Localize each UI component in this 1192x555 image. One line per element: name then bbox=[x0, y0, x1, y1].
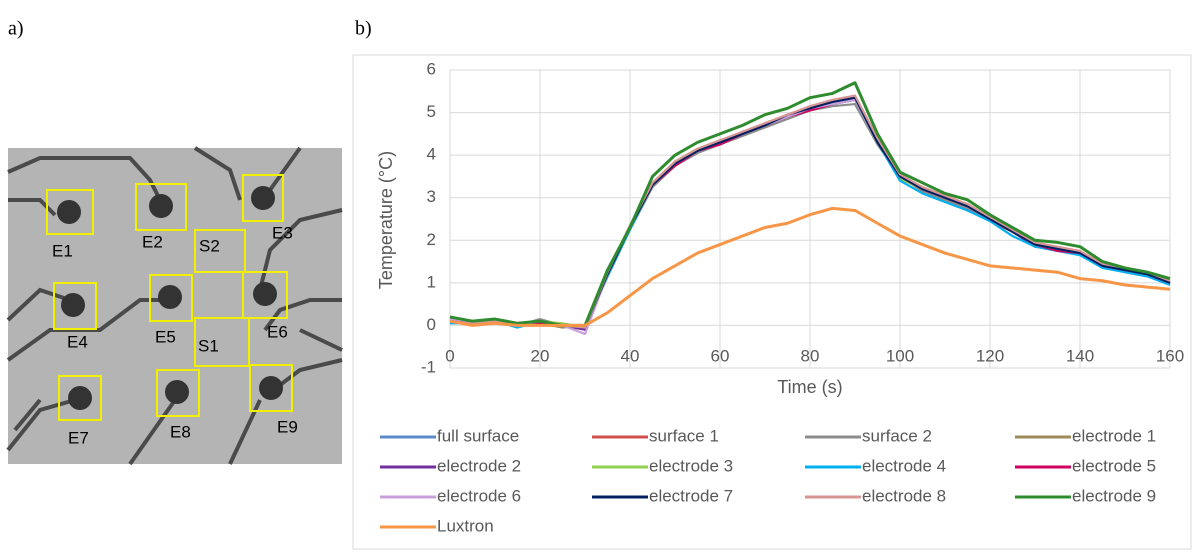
x-axis-title: Time (s) bbox=[777, 377, 842, 397]
thermal-image: E1 E2 E3 S2 E4 E5 E6 S1 E7 E8 E9 bbox=[6, 146, 343, 466]
roi-label: E9 bbox=[277, 417, 298, 436]
roi-label: E1 bbox=[52, 241, 73, 260]
roi-label: E2 bbox=[142, 232, 163, 251]
y-tick-label: -1 bbox=[421, 357, 436, 376]
roi-box bbox=[149, 274, 193, 322]
chart-border bbox=[352, 54, 1192, 550]
traces bbox=[6, 146, 343, 466]
roi-label: E7 bbox=[68, 428, 89, 447]
x-tick-label: 20 bbox=[531, 346, 550, 365]
legend-label: electrode 7 bbox=[649, 486, 733, 505]
roi-box bbox=[242, 271, 288, 319]
y-tick-label: 1 bbox=[427, 272, 436, 291]
roi-label: E5 bbox=[155, 327, 176, 346]
y-tick-label: 6 bbox=[427, 59, 436, 78]
legend-label: surface 1 bbox=[649, 426, 719, 445]
x-tick-label: 80 bbox=[801, 346, 820, 365]
x-tick-label: 0 bbox=[445, 346, 454, 365]
roi-box bbox=[194, 229, 246, 273]
x-tick-label: 100 bbox=[886, 346, 914, 365]
roi-box bbox=[242, 174, 284, 222]
legend-label: full surface bbox=[437, 426, 519, 445]
legend-label: electrode 6 bbox=[437, 486, 521, 505]
roi-box bbox=[58, 375, 102, 421]
y-tick-label: 3 bbox=[427, 187, 436, 206]
electrode-dots bbox=[57, 186, 283, 410]
roi-label: E8 bbox=[170, 422, 191, 441]
legend-label: electrode 1 bbox=[1072, 426, 1156, 445]
roi-box bbox=[46, 189, 94, 235]
legend-label: Luxtron bbox=[437, 516, 494, 535]
y-tick-label: 5 bbox=[427, 102, 436, 121]
panel-label: a) bbox=[8, 18, 24, 40]
y-tick-label: 4 bbox=[427, 145, 436, 164]
x-tick-label: 120 bbox=[976, 346, 1004, 365]
legend-label: electrode 4 bbox=[862, 456, 946, 475]
y-tick-label: 0 bbox=[427, 315, 436, 334]
roi-box bbox=[194, 317, 250, 367]
x-tick-label: 140 bbox=[1066, 346, 1094, 365]
y-tick-label: 2 bbox=[427, 230, 436, 249]
roi-box bbox=[135, 183, 187, 231]
roi-label: E3 bbox=[272, 223, 293, 242]
legend-label: electrode 2 bbox=[437, 456, 521, 475]
legend-label: electrode 8 bbox=[862, 486, 946, 505]
y-axis-title: Temperature (°C) bbox=[376, 151, 396, 289]
x-tick-label: 60 bbox=[711, 346, 730, 365]
roi-box bbox=[53, 282, 97, 330]
roi-label: E4 bbox=[67, 332, 88, 351]
roi-box bbox=[156, 369, 200, 417]
roi-box bbox=[249, 364, 293, 412]
legend-label: electrode 3 bbox=[649, 456, 733, 475]
roi-label: S1 bbox=[198, 336, 219, 355]
legend-label: electrode 9 bbox=[1072, 486, 1156, 505]
legend-label: surface 2 bbox=[862, 426, 932, 445]
panel-label: b) bbox=[355, 18, 372, 40]
x-tick-label: 160 bbox=[1156, 346, 1184, 365]
legend-label: electrode 5 bbox=[1072, 456, 1156, 475]
roi-label: S2 bbox=[199, 236, 220, 255]
x-tick-label: 40 bbox=[621, 346, 640, 365]
roi-label: E6 bbox=[267, 322, 288, 341]
series-line bbox=[449, 206, 1171, 327]
